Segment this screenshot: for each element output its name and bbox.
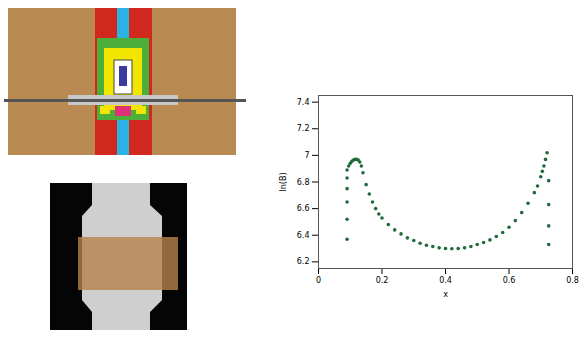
svg-text:0.4: 0.4 xyxy=(439,276,452,285)
svg-text:7: 7 xyxy=(304,151,309,160)
svg-text:ln(B): ln(B) xyxy=(279,172,288,191)
svg-text:0.8: 0.8 xyxy=(566,276,579,285)
svg-text:6.2: 6.2 xyxy=(297,257,310,266)
svg-text:0.2: 0.2 xyxy=(376,276,389,285)
svg-text:7.2: 7.2 xyxy=(297,124,310,133)
svg-text:6.6: 6.6 xyxy=(297,204,310,213)
svg-text:0.6: 0.6 xyxy=(503,276,516,285)
svg-text:7.4: 7.4 xyxy=(297,98,310,107)
svg-text:6.8: 6.8 xyxy=(297,178,310,187)
svg-text:6.4: 6.4 xyxy=(297,231,310,240)
svg-text:0: 0 xyxy=(316,276,321,285)
svg-text:x: x xyxy=(443,290,448,299)
